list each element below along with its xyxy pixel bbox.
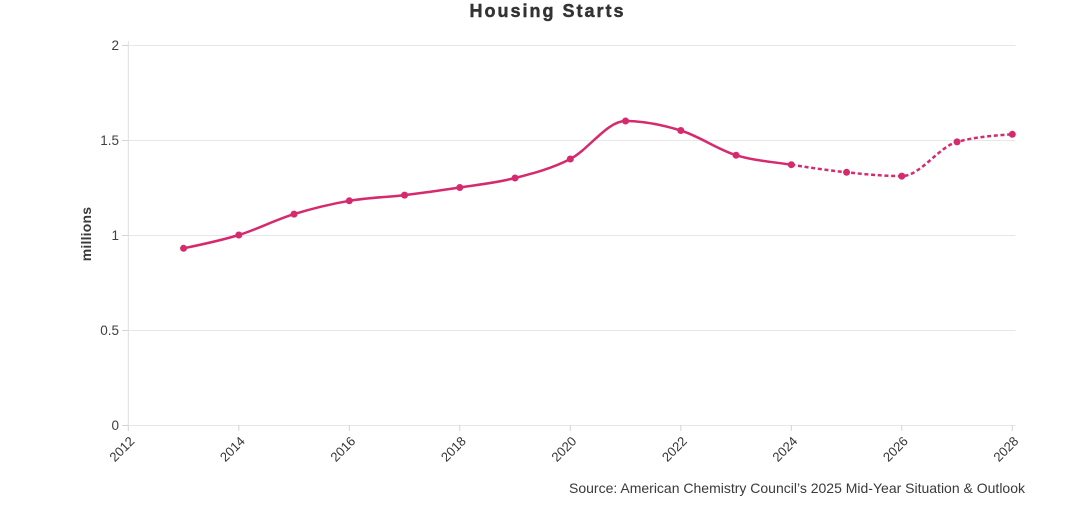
- svg-text:0.5: 0.5: [100, 323, 119, 338]
- svg-text:0: 0: [111, 418, 119, 433]
- svg-text:millions: millions: [78, 207, 94, 262]
- svg-text:2012: 2012: [106, 434, 137, 465]
- svg-text:1.5: 1.5: [100, 133, 119, 148]
- svg-text:2022: 2022: [659, 434, 690, 465]
- svg-text:2018: 2018: [438, 434, 469, 465]
- svg-text:1: 1: [111, 228, 119, 243]
- svg-text:2020: 2020: [548, 434, 579, 465]
- svg-text:2026: 2026: [880, 434, 911, 465]
- svg-text:2: 2: [111, 38, 119, 53]
- svg-text:2016: 2016: [327, 434, 358, 465]
- svg-text:2014: 2014: [217, 434, 248, 465]
- svg-text:Source: American Chemistry Cou: Source: American Chemistry Council’s 202…: [569, 480, 1026, 496]
- svg-text:2028: 2028: [990, 434, 1021, 465]
- svg-text:Housing Starts: Housing Starts: [469, 1, 625, 21]
- svg-text:2024: 2024: [769, 434, 800, 465]
